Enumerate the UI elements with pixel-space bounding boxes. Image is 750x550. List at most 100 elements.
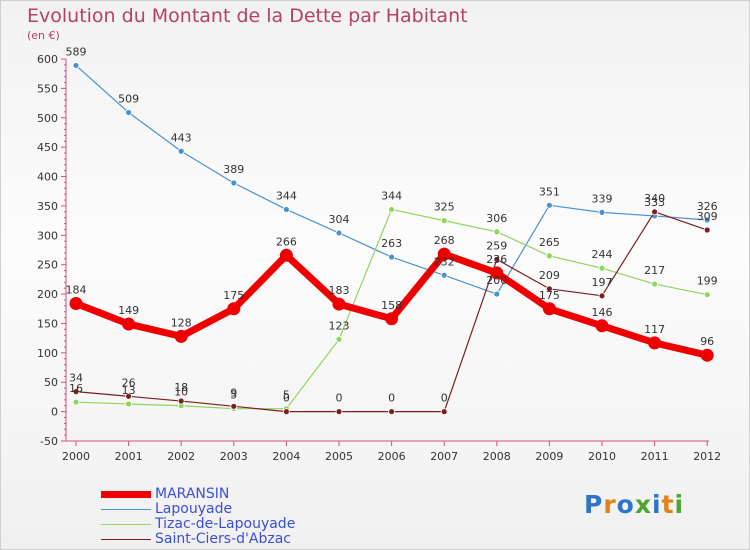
x-tick-label: 2003 bbox=[220, 450, 248, 463]
y-tick-label: 300 bbox=[37, 229, 58, 242]
data-point-tizac-de-lapouyade bbox=[703, 291, 711, 299]
chart-title: Evolution du Montant de la Dette par Hab… bbox=[27, 5, 468, 27]
y-tick-label: -50 bbox=[40, 435, 58, 448]
data-point-maransin bbox=[332, 297, 346, 311]
data-label-tizac-de-lapouyade: 265 bbox=[539, 236, 560, 249]
x-tick-label: 2004 bbox=[272, 450, 300, 463]
data-label-lapouyade: 589 bbox=[66, 45, 87, 58]
data-point-saint-ciers-d-abzac bbox=[125, 392, 132, 400]
data-point-tizac-de-lapouyade bbox=[335, 335, 343, 343]
data-label-maransin: 236 bbox=[486, 253, 507, 266]
data-point-saint-ciers-d-abzac bbox=[282, 408, 290, 416]
data-label-saint-ciers-d-abzac: 0 bbox=[336, 392, 343, 405]
data-point-lapouyade bbox=[335, 229, 343, 237]
y-tick-label: 600 bbox=[37, 53, 58, 66]
data-label-lapouyade: 351 bbox=[539, 185, 560, 198]
data-point-maransin bbox=[542, 302, 556, 316]
data-label-tizac-de-lapouyade: 244 bbox=[592, 248, 613, 261]
x-tick-label: 2010 bbox=[588, 450, 616, 463]
data-label-saint-ciers-d-abzac: 26 bbox=[122, 376, 136, 389]
data-label-maransin: 175 bbox=[223, 289, 244, 302]
y-tick-label: 450 bbox=[37, 141, 58, 154]
data-point-lapouyade bbox=[546, 201, 553, 209]
data-label-tizac-de-lapouyade: 199 bbox=[697, 275, 718, 288]
data-label-lapouyade: 200 bbox=[486, 274, 507, 287]
data-point-maransin bbox=[279, 248, 293, 262]
data-label-saint-ciers-d-abzac: 209 bbox=[539, 269, 560, 282]
data-point-maransin bbox=[437, 247, 451, 261]
data-label-saint-ciers-d-abzac: 309 bbox=[697, 210, 718, 223]
legend-label: Lapouyade bbox=[155, 501, 233, 517]
y-tick-label: 500 bbox=[37, 112, 58, 125]
x-tick-label: 2000 bbox=[62, 450, 90, 463]
legend-label: MARANSIN bbox=[155, 486, 230, 502]
data-label-lapouyade: 339 bbox=[592, 192, 613, 205]
data-label-tizac-de-lapouyade: 325 bbox=[434, 201, 455, 214]
data-label-lapouyade: 344 bbox=[276, 189, 297, 202]
data-label-lapouyade: 304 bbox=[329, 213, 350, 226]
data-point-saint-ciers-d-abzac bbox=[703, 226, 711, 234]
data-label-lapouyade: 509 bbox=[118, 92, 139, 105]
x-tick-label: 2012 bbox=[693, 450, 721, 463]
data-label-tizac-de-lapouyade: 13 bbox=[122, 384, 136, 397]
data-point-lapouyade bbox=[177, 147, 185, 155]
data-point-maransin bbox=[595, 319, 609, 333]
data-label-saint-ciers-d-abzac: 340 bbox=[644, 192, 665, 205]
y-tick-label: 350 bbox=[37, 200, 58, 213]
legend-label: Saint-Ciers-d'Abzac bbox=[155, 531, 291, 547]
data-point-saint-ciers-d-abzac bbox=[546, 285, 553, 293]
data-label-maransin: 117 bbox=[644, 323, 665, 336]
data-point-maransin bbox=[385, 312, 399, 326]
y-tick-label: 150 bbox=[37, 317, 58, 330]
data-label-saint-ciers-d-abzac: 197 bbox=[592, 276, 613, 289]
data-label-maransin: 128 bbox=[171, 316, 192, 329]
data-label-maransin: 175 bbox=[539, 289, 560, 302]
data-point-tizac-de-lapouyade bbox=[651, 280, 658, 288]
data-point-saint-ciers-d-abzac bbox=[72, 388, 80, 396]
x-tick-label: 2005 bbox=[325, 450, 353, 463]
data-point-lapouyade bbox=[72, 62, 80, 69]
y-tick-label: 400 bbox=[37, 171, 58, 184]
legend-swatch bbox=[101, 509, 151, 510]
data-label-tizac-de-lapouyade: 217 bbox=[644, 264, 665, 277]
data-point-lapouyade bbox=[703, 216, 711, 224]
y-tick-label: 550 bbox=[37, 82, 58, 95]
data-label-saint-ciers-d-abzac: 0 bbox=[283, 392, 290, 405]
legend-swatch bbox=[101, 491, 151, 498]
data-label-maransin: 266 bbox=[276, 235, 297, 248]
x-tick-label: 2006 bbox=[378, 450, 406, 463]
proxiti-logo: Proxiti bbox=[584, 490, 685, 519]
y-tick-label: 200 bbox=[37, 288, 58, 301]
data-label-saint-ciers-d-abzac: 34 bbox=[69, 372, 83, 385]
data-point-saint-ciers-d-abzac bbox=[335, 408, 343, 416]
y-tick-label: 0 bbox=[51, 406, 58, 419]
data-point-maransin bbox=[490, 266, 504, 280]
x-tick-label: 2007 bbox=[430, 450, 458, 463]
data-point-saint-ciers-d-abzac bbox=[388, 408, 396, 416]
data-point-lapouyade bbox=[388, 253, 396, 261]
data-point-tizac-de-lapouyade bbox=[546, 252, 553, 260]
data-point-saint-ciers-d-abzac bbox=[177, 397, 185, 405]
unit-label: (en €) bbox=[27, 29, 60, 42]
data-point-saint-ciers-d-abzac bbox=[230, 402, 238, 410]
data-label-lapouyade: 232 bbox=[434, 255, 455, 268]
data-label-saint-ciers-d-abzac: 18 bbox=[174, 381, 188, 394]
data-point-lapouyade bbox=[493, 290, 501, 298]
data-point-tizac-de-lapouyade bbox=[598, 264, 606, 272]
data-point-maransin bbox=[122, 317, 136, 331]
data-label-maransin: 268 bbox=[434, 234, 455, 247]
data-label-tizac-de-lapouyade: 5 bbox=[230, 389, 237, 402]
data-point-saint-ciers-d-abzac bbox=[440, 408, 448, 416]
data-label-maransin: 146 bbox=[592, 306, 613, 319]
data-label-tizac-de-lapouyade: 5 bbox=[283, 389, 290, 402]
x-tick-label: 2001 bbox=[115, 450, 143, 463]
data-label-tizac-de-lapouyade: 306 bbox=[486, 212, 507, 225]
data-label-tizac-de-lapouyade: 123 bbox=[329, 319, 350, 332]
x-tick-label: 2002 bbox=[167, 450, 195, 463]
data-label-tizac-de-lapouyade: 10 bbox=[174, 386, 188, 399]
y-tick-label: 250 bbox=[37, 259, 58, 272]
data-point-lapouyade bbox=[598, 208, 606, 216]
data-label-saint-ciers-d-abzac: 0 bbox=[388, 392, 395, 405]
x-tick-label: 2008 bbox=[483, 450, 511, 463]
